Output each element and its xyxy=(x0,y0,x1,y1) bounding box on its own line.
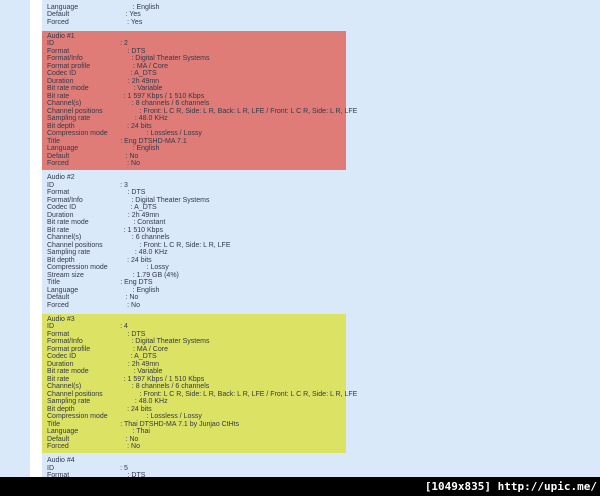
section-audio-1: Audio #1 ID : 2 Format : DTS Format/Info : … xyxy=(42,31,358,170)
info-row-default: Default : No xyxy=(47,152,139,160)
info-row-title: Title : Eng DTS xyxy=(47,279,153,286)
info-row-compression-mode: Compression mode : Lossless / Lossy xyxy=(47,413,202,420)
info-row-format: Format : DTS xyxy=(47,47,146,55)
info-row-format-info: Format/Info : Digital Theater Systems xyxy=(47,55,210,62)
info-row-forced: Forced : No xyxy=(47,160,140,167)
info-row-format-profile: Format profile : MA / Core xyxy=(47,62,168,70)
info-row-channel-positions: Channel positions : Front: L C R, Side: … xyxy=(47,107,358,115)
info-row-forced: Forced : Yes xyxy=(47,18,143,26)
section-audio-3: Audio #3 ID : 4 Format : DTS Format/Info : … xyxy=(42,314,358,453)
info-row-stream-size: Stream size : 1.79 GB (4%) xyxy=(47,271,179,279)
info-row-channel-positions: Channel positions : Front: L C R, Side: … xyxy=(47,241,231,249)
info-row-duration: Duration : 2h 49mn xyxy=(47,77,160,85)
info-row-id: ID : 2 xyxy=(47,40,128,47)
info-row-default: Default : Yes xyxy=(47,11,141,18)
info-row-bit-rate: Bit rate : 1 597 Kbps / 1 510 Kbps xyxy=(47,375,205,383)
info-row-codec-id: Codec ID : A_DTS xyxy=(47,204,157,211)
info-row-language: Language : English xyxy=(47,3,160,11)
watermark-bar: [1049x835] http://upic.me/ xyxy=(0,477,600,496)
info-row-channel-positions: Channel positions : Front: L C R, Side: … xyxy=(47,390,358,398)
section-audio-4: Audio #4 ID : 5 Format : DTS xyxy=(42,456,346,482)
info-row-channel-s-: Channel(s) : 8 channels / 6 channels xyxy=(47,383,210,390)
section-title: Audio #1 xyxy=(47,32,75,40)
info-row-sampling-rate: Sampling rate : 48.0 KHz xyxy=(47,115,168,122)
info-row-sampling-rate: Sampling rate : 48.0 KHz xyxy=(47,249,168,256)
info-row-duration: Duration : 2h 49mn xyxy=(47,360,160,368)
info-row-sampling-rate: Sampling rate : 48.0 KHz xyxy=(47,398,168,405)
media-info-panel: Language : English Default : Yes Forced : … xyxy=(42,2,600,485)
info-row-compression-mode: Compression mode : Lossless / Lossy xyxy=(47,130,202,137)
info-row-language: Language : English xyxy=(47,145,160,152)
info-row-bit-depth: Bit depth : 24 bits xyxy=(47,256,152,264)
section-title: Audio #3 xyxy=(47,315,75,323)
section-audio-2: Audio #2 ID : 3 Format : DTS Format/Info : … xyxy=(42,173,346,312)
info-row-format-info: Format/Info : Digital Theater Systems xyxy=(47,338,210,345)
info-row-bit-rate: Bit rate : 1 597 Kbps / 1 510 Kbps xyxy=(47,92,205,100)
info-row-default: Default : No xyxy=(47,435,139,443)
info-row-bit-rate: Bit rate : 1 510 Kbps xyxy=(47,226,163,234)
info-row-bit-rate-mode: Bit rate mode : Variable xyxy=(47,85,163,92)
info-row-id: ID : 3 xyxy=(47,181,128,189)
section-title: Audio #2 xyxy=(47,174,75,181)
info-row-channel-s-: Channel(s) : 8 channels / 6 channels xyxy=(47,100,210,107)
info-row-format-profile: Format profile : MA / Core xyxy=(47,345,168,353)
info-row-bit-rate-mode: Bit rate mode : Variable xyxy=(47,368,163,375)
info-row-duration: Duration : 2h 49mn xyxy=(47,211,160,219)
info-row-format: Format : DTS xyxy=(47,472,146,479)
info-row-format-info: Format/Info : Digital Theater Systems xyxy=(47,196,210,204)
info-row-format: Format : DTS xyxy=(47,189,146,196)
info-row-language: Language : English xyxy=(47,286,160,294)
info-row-codec-id: Codec ID : A_DTS xyxy=(47,70,157,77)
info-row-forced: Forced : No xyxy=(47,443,140,450)
info-row-title: Title : Eng DTSHD-MA 7.1 xyxy=(47,137,187,145)
info-row-id: ID : 5 xyxy=(47,464,128,472)
section-title: Audio #4 xyxy=(47,457,75,464)
info-row-forced: Forced : No xyxy=(47,301,140,309)
info-row-title: Title : Thai DTSHD-MA 7.1 by Junjao CtHt… xyxy=(47,420,240,428)
info-row-compression-mode: Compression mode : Lossy xyxy=(47,264,169,271)
info-row-channel-s-: Channel(s) : 6 channels xyxy=(47,234,170,241)
section-partial: Language : English Default : Yes Forced : … xyxy=(42,2,346,28)
info-row-bit-depth: Bit depth : 24 bits xyxy=(47,405,152,413)
info-row-codec-id: Codec ID : A_DTS xyxy=(47,353,157,360)
info-row-bit-depth: Bit depth : 24 bits xyxy=(47,122,152,130)
info-row-language: Language : Thai xyxy=(47,428,150,435)
watermark-text: [1049x835] http://upic.me/ xyxy=(424,480,597,493)
gutter-strip xyxy=(30,0,42,477)
info-row-format: Format : DTS xyxy=(47,330,146,338)
info-row-bit-rate-mode: Bit rate mode : Constant xyxy=(47,219,166,226)
info-row-default: Default : No xyxy=(47,294,139,301)
info-row-id: ID : 4 xyxy=(47,323,128,330)
